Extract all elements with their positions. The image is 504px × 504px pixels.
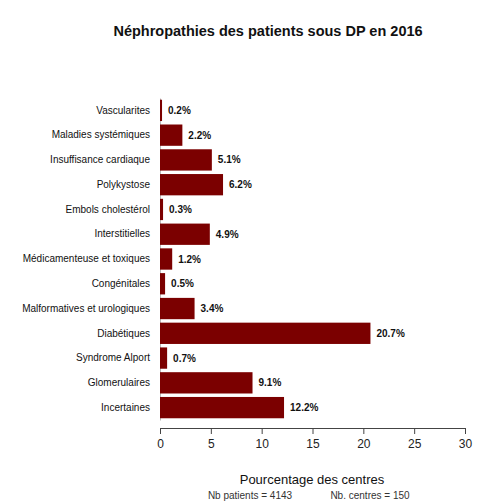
bar <box>160 323 370 344</box>
y-tick: Interstitielles <box>94 228 160 239</box>
bar <box>160 273 165 294</box>
y-tick: Incertaines <box>101 402 160 413</box>
y-tick-label: Interstitielles <box>94 228 150 239</box>
x-axis: 0 5 10 15 20 25 30 <box>157 428 472 451</box>
data-label: 5.1% <box>218 154 241 165</box>
annotation: Nb patients = 4143 <box>208 490 293 501</box>
y-tick: Médicamenteuse et toxiques <box>23 253 160 264</box>
bar <box>160 248 172 269</box>
y-tick: Polykystose <box>97 179 160 190</box>
bar <box>160 372 253 393</box>
bar <box>160 298 195 319</box>
y-tick: Glomerulaires <box>88 377 160 388</box>
data-label: 0.5% <box>171 278 194 289</box>
y-tick-label: Congénitales <box>92 278 150 289</box>
x-tick-mark <box>211 428 212 434</box>
data-label: 4.9% <box>216 229 239 240</box>
data-label: 3.4% <box>201 303 224 314</box>
y-tick-label: Glomerulaires <box>88 377 150 388</box>
x-tick-label: 15 <box>306 437 320 451</box>
x-tick-label: 0 <box>157 437 164 451</box>
data-label: 6.2% <box>229 179 252 190</box>
chart: Néphropathies des patients sous DP en 20… <box>0 0 504 504</box>
y-tick-label: Polykystose <box>97 179 151 190</box>
x-tick-label: 10 <box>255 437 269 451</box>
x-tick-mark <box>363 428 364 434</box>
data-label: 12.2% <box>290 402 318 413</box>
y-tick-label: Insuffisance cardiaque <box>50 154 150 165</box>
title: Néphropathies des patients sous DP en 20… <box>113 23 422 39</box>
data-label: 0.3% <box>169 204 192 215</box>
bar <box>160 347 167 368</box>
y-tick: Congénitales <box>92 278 160 289</box>
data-labels: 0.2% 2.2% 5.1% 6.2% 0.3% 4.9% 1.2% 0.5% 3.4% 20.7… <box>168 105 405 413</box>
data-label: 0.7% <box>173 353 196 364</box>
data-label: 0.2% <box>168 105 191 116</box>
x-tick-mark <box>313 428 314 434</box>
y-tick: Embols cholestérol <box>66 204 160 215</box>
x-tick-mark <box>414 428 415 434</box>
x-tick-mark <box>262 428 263 434</box>
x-tick: 25 <box>408 428 422 451</box>
x-tick: 15 <box>306 428 320 451</box>
x-tick-label: 30 <box>459 437 473 451</box>
y-tick: Malformatives et urologiques <box>22 303 160 314</box>
y-tick: Maladies systémiques <box>52 129 160 140</box>
x-axis-title: Pourcentage des centres <box>240 472 385 487</box>
x-tick-label: 5 <box>208 437 215 451</box>
y-tick-label: Vascularites <box>96 105 150 116</box>
y-tick: Vascularites <box>96 105 160 116</box>
x-tick: 30 <box>459 428 473 451</box>
y-tick: Diabétiques <box>97 328 160 339</box>
bar <box>160 397 284 418</box>
y-tick-label: Embols cholestérol <box>66 204 150 215</box>
bar <box>160 199 163 220</box>
x-tick-mark <box>160 428 161 434</box>
x-tick: 5 <box>208 428 215 451</box>
data-label: 9.1% <box>259 377 282 388</box>
x-tick-mark <box>465 428 466 434</box>
data-label: 20.7% <box>376 328 404 339</box>
y-tick: Insuffisance cardiaque <box>50 154 160 165</box>
y-tick-label: Incertaines <box>101 402 150 413</box>
y-tick-label: Maladies systémiques <box>52 129 150 140</box>
bar <box>160 100 162 121</box>
bar <box>160 224 210 245</box>
bar <box>160 174 223 195</box>
y-tick-label: Médicamenteuse et toxiques <box>23 253 150 264</box>
y-tick: Syndrome Alport <box>76 352 160 363</box>
data-label: 2.2% <box>188 130 211 141</box>
x-tick: 10 <box>255 428 269 451</box>
y-tick-label: Diabétiques <box>97 328 150 339</box>
x-tick: 0 <box>157 428 164 451</box>
data-label: 1.2% <box>178 254 201 265</box>
bar <box>160 149 212 170</box>
x-tick-label: 20 <box>357 437 371 451</box>
y-tick-label: Malformatives et urologiques <box>22 303 150 314</box>
y-axis: Vascularites Maladies systémiques Insuffis… <box>22 99 160 421</box>
x-tick: 20 <box>357 428 371 451</box>
y-tick-label: Syndrome Alport <box>76 352 150 363</box>
x-tick-label: 25 <box>408 437 422 451</box>
bar <box>160 125 182 146</box>
bars <box>160 100 370 419</box>
annotation: Nb. centres = 150 <box>330 490 410 501</box>
